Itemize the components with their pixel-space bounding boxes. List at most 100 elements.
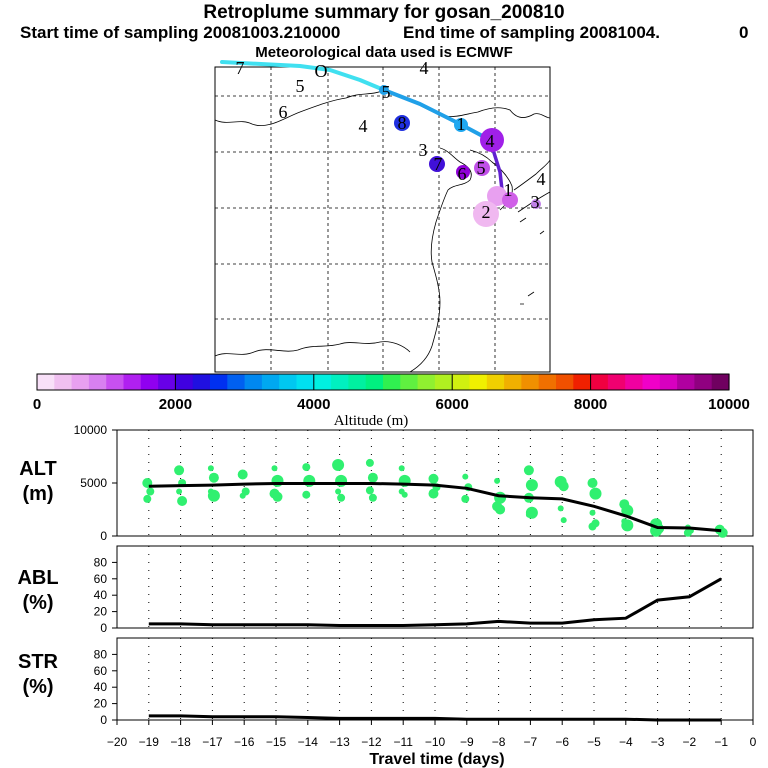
alt-cluster-point	[302, 490, 311, 499]
colorbar-cell	[261, 374, 280, 390]
x-tick-label: −9	[460, 735, 474, 749]
x-tick-label: −1	[714, 735, 728, 749]
alt-cluster-point	[271, 474, 284, 487]
colorbar-cell	[659, 374, 678, 390]
str-panel: STR (%) 80 60 40 20 0	[18, 637, 754, 727]
x-tick-label: −19	[139, 735, 160, 749]
map-label: 3	[419, 140, 428, 160]
colorbar-cell	[123, 374, 142, 390]
met-data-label: Meteorological data used is ECMWF	[255, 44, 513, 61]
alt-cluster-point	[337, 493, 346, 502]
alt-cluster-point	[428, 473, 439, 484]
colorbar-cell	[625, 374, 644, 390]
str-line	[148, 714, 722, 722]
colorbar-cell	[37, 374, 55, 390]
map-label: O	[315, 61, 328, 81]
colorbar-tick: 10000	[708, 396, 750, 413]
str-ytick: 0	[100, 713, 107, 727]
chart-title: Retroplume summary for gosan_200810	[203, 2, 565, 23]
map-label: 3	[531, 192, 540, 212]
colorbar-cell	[677, 374, 695, 390]
abl-line	[148, 577, 722, 627]
colorbar-cell	[400, 374, 419, 390]
colorbar-cell	[348, 374, 367, 390]
start-time-label: Start time of sampling 20081003.210000	[20, 23, 341, 42]
colorbar-cell	[469, 374, 488, 390]
alt-cluster-point	[174, 465, 185, 476]
x-tick-label: −6	[555, 735, 569, 749]
alt-panel-name: ALT	[19, 458, 56, 480]
x-tick-label: 0	[750, 735, 757, 749]
alt-cluster-point	[271, 465, 278, 472]
map-label: 4	[486, 131, 495, 151]
x-tick-label: −18	[170, 735, 191, 749]
alt-cluster-point	[589, 509, 596, 516]
str-panel-unit: (%)	[22, 676, 53, 698]
colorbar-cell	[694, 374, 713, 390]
alt-cluster-point	[143, 494, 152, 503]
map-label: 4	[359, 116, 368, 136]
str-ytick: 60	[94, 664, 108, 678]
map-label: 6	[458, 164, 467, 184]
alt-cluster-point	[621, 519, 634, 532]
abl-panel-unit: (%)	[22, 592, 53, 614]
x-tick-label: −11	[393, 735, 413, 749]
map-label: 6	[279, 102, 288, 122]
colorbar-cell	[590, 374, 609, 390]
colorbar-cell	[521, 374, 540, 390]
abl-ytick: 20	[94, 605, 108, 619]
x-tick-label: −12	[361, 735, 382, 749]
colorbar-cell	[313, 374, 332, 390]
abl-panel: ABL (%) 80 60 40 20 0	[17, 545, 754, 635]
x-tick-label: −5	[587, 735, 601, 749]
alt-cluster-point	[365, 486, 374, 495]
colorbar-cell	[452, 374, 471, 390]
alt-cluster-point	[272, 491, 283, 502]
map-label: 8	[398, 113, 407, 133]
colorbar-tick: 2000	[159, 396, 192, 413]
colorbar-cell	[383, 374, 401, 390]
colorbar-tick: 4000	[297, 396, 330, 413]
trajectory-markers	[379, 85, 541, 227]
alt-cluster-point	[332, 459, 345, 471]
altitude-colorbar: 0 2000 4000 6000 8000 10000 Altitude (m)	[33, 373, 750, 429]
alt-ytick: 5000	[80, 476, 107, 490]
alt-cluster-point	[523, 465, 534, 476]
colorbar-cell	[296, 374, 315, 390]
x-tick-label: −17	[202, 735, 223, 749]
alt-ytick: 10000	[74, 423, 108, 437]
alt-cluster-point	[683, 528, 692, 537]
colorbar-label: Altitude (m)	[334, 413, 409, 429]
colorbar-cell	[331, 374, 349, 390]
map-label: 1	[504, 180, 513, 200]
colorbar-cell	[140, 374, 159, 390]
colorbar-frame	[36, 373, 730, 391]
x-tick-label: −14	[298, 735, 319, 749]
colorbar-cell	[227, 374, 246, 390]
str-ytick: 40	[94, 680, 108, 694]
alt-cluster-point	[303, 474, 316, 487]
colorbar-cell	[365, 374, 384, 390]
map-label: 5	[296, 76, 305, 96]
alt-cluster-point	[335, 474, 348, 487]
alt-cluster-point	[368, 493, 377, 502]
x-tick-label: −7	[524, 735, 538, 749]
abl-ytick: 40	[94, 588, 108, 602]
colorbar-cell	[71, 374, 90, 390]
map-frame	[214, 66, 551, 373]
colorbar-cell	[192, 374, 211, 390]
alt-cluster-point	[525, 479, 538, 492]
colorbar-cell	[573, 374, 592, 390]
alt-cluster-point	[177, 496, 188, 506]
abl-ytick: 0	[100, 621, 107, 635]
colorbar-cell	[607, 374, 626, 390]
alt-cluster-point	[208, 472, 219, 483]
x-tick-label: −16	[234, 735, 255, 749]
alt-cluster-point	[495, 504, 506, 515]
str-panel-name: STR	[18, 651, 59, 673]
colorbar-cell	[210, 374, 228, 390]
abl-panel-name: ABL	[17, 567, 58, 589]
x-tick-label: −10	[425, 735, 446, 749]
